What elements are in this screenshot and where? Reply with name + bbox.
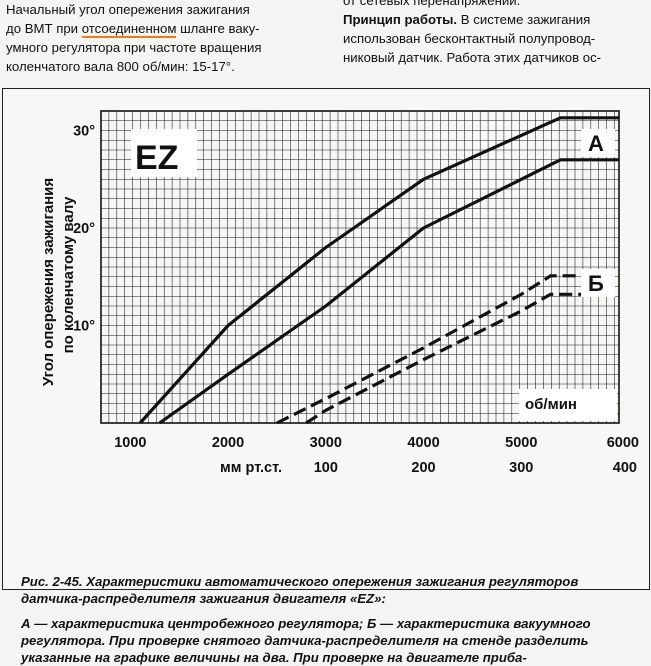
text-line: до ВМТ при отсоединенном шланге ваку- (6, 19, 306, 38)
x-tick-label: 5000 (505, 435, 537, 451)
x-tick-label: 1000 (114, 435, 146, 451)
series-label-b: Б (588, 271, 604, 296)
x-tick-label: 6000 (607, 435, 639, 451)
y-tick-label: 30° (73, 124, 95, 140)
ignition-advance-chart: EZ А Боб/мин 10° 20° 30° 1000 2000 3000 4000 5000 6… (40, 110, 639, 476)
top-right-text: от сетевых перенапряжений. Принцип работ… (343, 0, 648, 67)
caption-title: Рис. 2-45. Характеристики автоматическог… (21, 574, 579, 606)
y-tick-label: 20° (73, 221, 95, 237)
text-line: коленчатого вала 800 об/мин: 15-17°. (6, 59, 235, 74)
plot-border (100, 110, 620, 424)
top-left-text: Начальный угол опережения зажигания до В… (6, 0, 306, 76)
underlined-word: отсоединенном (81, 21, 177, 38)
x-tick-label: 3000 (310, 435, 342, 451)
label-a-background (581, 129, 615, 157)
title-background (131, 129, 197, 177)
x2-tick-label: 400 (613, 460, 637, 476)
text-line: от сетевых перенапряжений. (343, 0, 521, 8)
x2-tick-label: 300 (509, 460, 533, 476)
x2-tick-label: 100 (314, 460, 338, 476)
unit-label-background (519, 389, 617, 421)
figure-caption: Рис. 2-45. Характеристики автоматическог… (21, 573, 641, 666)
text-fragment: шланге ваку- (176, 21, 260, 36)
x-tick-label: 2000 (212, 435, 244, 451)
y-tick-label: 10° (73, 319, 95, 335)
text-line: никовый датчик. Работа этих датчиков ос- (343, 50, 602, 65)
label-b-background (581, 269, 615, 297)
series-line-1 (138, 116, 619, 425)
text-line: использован бесконтактный полупровод- (343, 31, 596, 46)
x2-axis-label: мм рт.ст. (220, 460, 282, 476)
text-line: Начальный угол опережения зажигания (6, 2, 250, 17)
series-line-3 (276, 274, 590, 425)
series-line-4 (305, 292, 590, 425)
caption-body: А — характеристика центробежного регулят… (21, 616, 591, 665)
section-heading: Принцип работы. (343, 12, 458, 27)
text-line: Принцип работы. В системе зажигания (343, 10, 648, 29)
y-axis-label-line1: Угол опережения зажигания (40, 178, 57, 386)
series-label-a: А (588, 131, 604, 156)
text-fragment: В системе зажигания (457, 12, 591, 27)
text-line: умного регулятора при частоте вращения (6, 40, 262, 55)
chart-title: EZ (135, 139, 178, 177)
x-unit-label: об/мин (525, 396, 577, 413)
y-axis-label-line2: по коленчатому валу (60, 196, 77, 353)
x2-tick-label: 200 (411, 460, 435, 476)
text-fragment: до ВМТ при (6, 21, 82, 36)
series-line-2 (158, 158, 619, 425)
x-tick-label: 4000 (407, 435, 439, 451)
